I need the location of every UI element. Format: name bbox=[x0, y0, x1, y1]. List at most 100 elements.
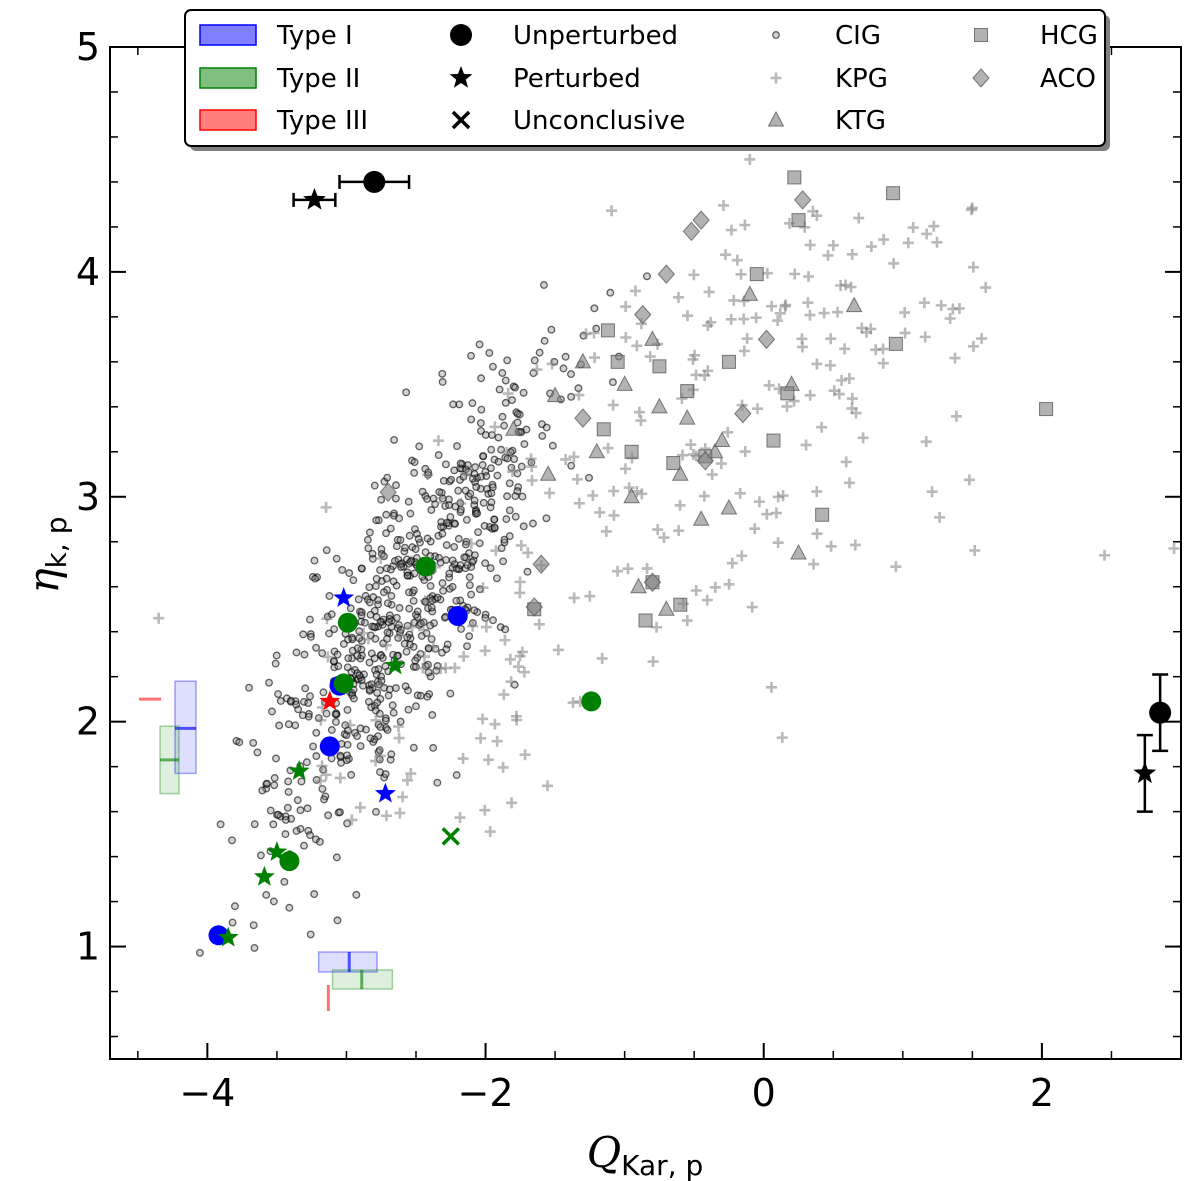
sample-point-type-ii-perturbed bbox=[217, 926, 239, 947]
kpg-point bbox=[607, 399, 619, 411]
cig-point bbox=[567, 392, 576, 401]
cig-point bbox=[331, 717, 340, 726]
hcg-point bbox=[886, 186, 901, 201]
cig-point bbox=[330, 625, 339, 634]
cig-point bbox=[389, 511, 398, 520]
cig-point bbox=[460, 553, 469, 562]
cig-point bbox=[440, 613, 449, 622]
kpg-point bbox=[588, 327, 600, 339]
cig-point bbox=[269, 820, 278, 829]
cig-point bbox=[535, 348, 544, 357]
cig-point bbox=[269, 897, 278, 906]
kpg-point bbox=[417, 624, 429, 636]
cig-point bbox=[470, 551, 479, 560]
cig-point bbox=[505, 506, 514, 515]
cig-point bbox=[309, 742, 318, 751]
kpg-point bbox=[811, 528, 823, 540]
cig-point bbox=[292, 648, 301, 657]
kpg-point bbox=[836, 374, 848, 386]
cig-point bbox=[423, 692, 432, 701]
kpg-point bbox=[606, 205, 618, 217]
kpg-point bbox=[526, 474, 538, 486]
ktg-point bbox=[505, 420, 522, 436]
cig-point bbox=[498, 412, 507, 421]
kpg-point bbox=[417, 662, 429, 674]
cig-point bbox=[502, 515, 511, 524]
kpg-point bbox=[802, 297, 814, 309]
cig-point bbox=[318, 649, 327, 658]
aco-point bbox=[532, 554, 550, 574]
cig-point bbox=[450, 466, 459, 475]
kpg-point bbox=[573, 497, 585, 509]
cig-point bbox=[529, 519, 537, 528]
kpg-point bbox=[736, 550, 748, 562]
kpg-point bbox=[392, 720, 404, 732]
cig-point bbox=[463, 461, 472, 470]
kpg-point bbox=[506, 466, 518, 478]
cig-point bbox=[511, 512, 520, 521]
cig-point bbox=[266, 806, 275, 815]
ktg-point bbox=[741, 285, 759, 301]
cig-point bbox=[228, 836, 236, 845]
hcg-point bbox=[766, 433, 781, 448]
kpg-point bbox=[629, 285, 641, 297]
kpg-point bbox=[890, 561, 902, 573]
kpg-point bbox=[980, 282, 992, 294]
ktg-point bbox=[720, 498, 738, 515]
cig-point bbox=[445, 569, 454, 578]
sample-point-type-ii-perturbed bbox=[253, 865, 275, 886]
legend-marker bbox=[772, 31, 780, 39]
cig-point bbox=[438, 529, 447, 538]
cig-point bbox=[382, 510, 391, 519]
kpg-point bbox=[374, 679, 386, 691]
cig-point bbox=[503, 492, 512, 501]
cig-point bbox=[438, 378, 447, 386]
cig-point bbox=[441, 460, 450, 469]
cig-point bbox=[365, 528, 374, 537]
cig-point bbox=[481, 559, 490, 568]
cig-point bbox=[395, 604, 404, 612]
kpg-point bbox=[857, 432, 869, 444]
kpg-point bbox=[631, 340, 643, 352]
kpg-point bbox=[477, 582, 489, 594]
cig-point bbox=[249, 921, 258, 930]
kpg-point bbox=[673, 525, 685, 537]
cig-point bbox=[500, 421, 509, 430]
kpg-point bbox=[573, 389, 585, 401]
kpg-point bbox=[772, 315, 784, 327]
kpg-point bbox=[514, 576, 526, 588]
cig-point bbox=[416, 691, 425, 700]
cig-point bbox=[272, 754, 280, 763]
cig-point bbox=[492, 574, 501, 583]
cig-point bbox=[281, 815, 290, 824]
cig-point bbox=[347, 770, 356, 779]
cig-point bbox=[345, 569, 354, 578]
cig-point bbox=[472, 482, 481, 491]
kpg-point bbox=[725, 313, 737, 325]
kpg-point bbox=[685, 439, 697, 451]
cig-point bbox=[409, 743, 418, 752]
kpg-point bbox=[506, 797, 518, 809]
axes: −4 −2 0 2 1 2 3 4 5 bbox=[76, 25, 1182, 1115]
cig-point bbox=[397, 563, 406, 572]
ktg-point bbox=[713, 431, 731, 448]
cig-point bbox=[453, 442, 461, 451]
cig-point bbox=[230, 902, 239, 911]
cig-point bbox=[561, 352, 570, 361]
cig-point bbox=[475, 340, 484, 349]
cig-point bbox=[343, 663, 352, 672]
kpg-point bbox=[846, 248, 858, 260]
cig-point bbox=[467, 415, 476, 424]
kpg-point bbox=[811, 486, 823, 498]
cig-point bbox=[373, 688, 382, 697]
kpg-point bbox=[744, 153, 756, 165]
cig-point bbox=[371, 582, 380, 591]
kpg-point bbox=[516, 646, 528, 658]
cig-point bbox=[376, 723, 385, 731]
kpg-point bbox=[770, 507, 782, 519]
kpg-point bbox=[401, 774, 413, 786]
hcg-point bbox=[600, 323, 615, 338]
cig-point bbox=[505, 479, 514, 488]
cig-point bbox=[513, 409, 522, 418]
cig-point bbox=[538, 431, 547, 440]
